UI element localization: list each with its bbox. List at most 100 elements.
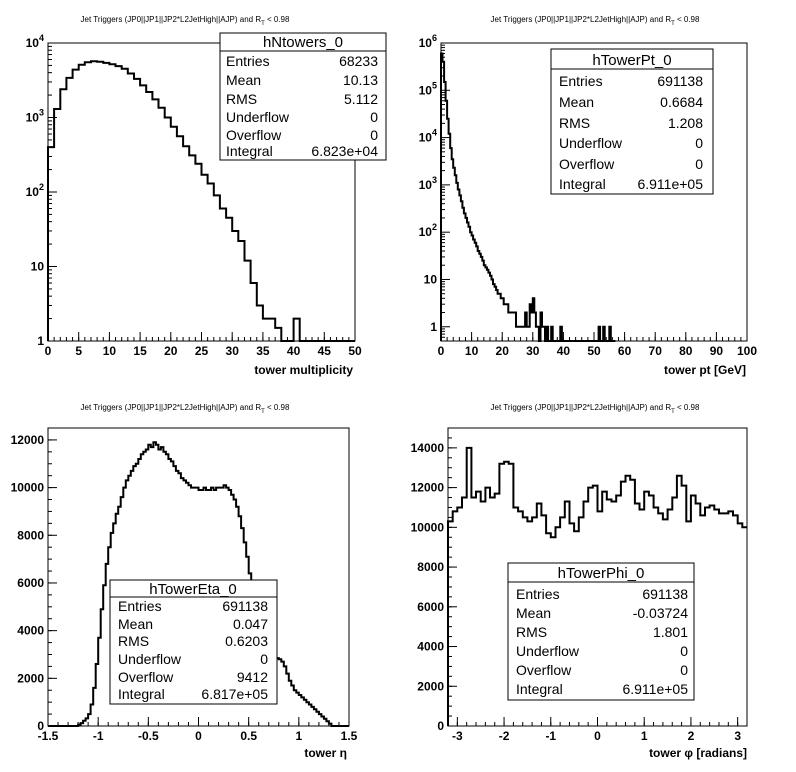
stats-box-frame (109, 579, 278, 705)
panel-towerpt: Jet Triggers (JP0||JP1||JP2*L2JetHigh||A… (419, 15, 758, 377)
stats-box-frame (219, 32, 387, 161)
x-tick-label: -1 (93, 729, 104, 743)
stats-box: hNtowers_0 Entries 68233 Mean 10.13 RMS … (219, 32, 387, 161)
x-tick-label: 50 (348, 344, 362, 358)
stat-label: Mean (118, 616, 153, 632)
stat-label: RMS (559, 115, 590, 131)
x-tick-label: 1 (641, 729, 648, 743)
x-tick-label: 20 (496, 344, 510, 358)
y-tick-label: 8000 (17, 528, 44, 542)
stat-value: 691138 (657, 73, 703, 89)
y-tick-label: 10000 (11, 481, 45, 495)
y-tick-label: 14000 (411, 441, 445, 455)
y-tick-label: 0 (37, 719, 44, 733)
stat-value: 5.112 (344, 91, 378, 107)
stat-value: 691138 (222, 598, 268, 614)
x-tick-label: 70 (649, 344, 663, 358)
stat-value: 0 (370, 109, 378, 125)
y-tick-label: 1 (430, 320, 437, 334)
x-tick-label: 30 (226, 344, 240, 358)
stat-label: Integral (118, 686, 165, 702)
stat-label: RMS (226, 91, 257, 107)
x-axis-title: tower multiplicity (254, 363, 353, 377)
x-tick-label: 100 (737, 344, 757, 358)
y-tick-label: 12000 (411, 481, 445, 495)
x-tick-label: 0 (594, 729, 601, 743)
x-axis-title: tower η (304, 746, 347, 760)
x-tick-label: 1 (295, 729, 302, 743)
y-tick-label: 6000 (17, 576, 44, 590)
plot-title: Jet Triggers (JP0||JP1||JP2*L2JetHigh||A… (491, 15, 700, 27)
x-axis-title: tower φ [radians] (649, 746, 747, 760)
x-tick-label: -0.5 (138, 729, 159, 743)
axes: -3 -2 -1 0 1 2 3 0 2000 4000 6000 8000 10000 12000 140… (411, 427, 748, 743)
stat-label: Entries (516, 586, 560, 602)
plot-title: Jet Triggers (JP0||JP1||JP2*L2JetHigh||A… (81, 15, 290, 27)
stat-value: 68233 (339, 53, 378, 69)
y-tick-label: 2000 (17, 671, 44, 685)
y-tick-label: 10000 (411, 520, 445, 534)
stat-value: 6.817e+05 (201, 686, 268, 702)
stat-label: Underflow (516, 643, 580, 659)
y-tick-label: 12000 (11, 433, 45, 447)
y-tick-label: 103 (419, 175, 437, 192)
y-tick-label: 104 (26, 33, 44, 50)
plot-title: Jet Triggers (JP0||JP1||JP2*L2JetHigh||A… (81, 403, 290, 415)
y-tick-label: 102 (26, 182, 44, 199)
stat-label: Integral (516, 681, 563, 697)
x-tick-label: 50 (587, 344, 601, 358)
stat-value: 6.911e+05 (637, 176, 703, 192)
x-tick-label: 0.5 (240, 729, 257, 743)
plot-title: Jet Triggers (JP0||JP1||JP2*L2JetHigh||A… (491, 403, 700, 415)
panel-towerphi: Jet Triggers (JP0||JP1||JP2*L2JetHigh||A… (411, 403, 748, 760)
panel-ntowers: Jet Triggers (JP0||JP1||JP2*L2JetHigh||A… (26, 15, 387, 377)
stat-label: RMS (516, 624, 547, 640)
stat-value: 0 (680, 643, 688, 659)
stats-title: hTowerEta_0 (149, 581, 237, 598)
x-tick-label: 0 (195, 729, 202, 743)
stat-label: Overflow (516, 662, 572, 678)
stat-value: 0 (370, 127, 378, 143)
histogram-line (47, 60, 355, 342)
stat-label: Overflow (118, 669, 174, 685)
stats-box-frame (550, 48, 714, 195)
histogram-line (48, 441, 349, 727)
x-tick-label: 90 (710, 344, 724, 358)
stats-box-frame (507, 562, 695, 701)
y-tick-label: 103 (26, 108, 44, 125)
stats-box: hTowerPt_0 Entries 691138 Mean 0.6684 RM… (550, 48, 714, 195)
x-tick-label: 10 (465, 344, 479, 358)
x-tick-label: 10 (103, 344, 117, 358)
stat-label: Integral (559, 176, 606, 192)
stat-value: 0 (680, 662, 688, 678)
stat-value: 0 (695, 156, 703, 172)
x-tick-label: 35 (256, 344, 270, 358)
stat-value: 6.823e+04 (311, 143, 378, 159)
stat-value: 0.6203 (225, 633, 268, 649)
stats-box: hTowerPhi_0 Entries 691138 Mean -0.03724… (507, 562, 695, 701)
x-tick-label: 40 (287, 344, 301, 358)
x-tick-label: 0 (438, 344, 445, 358)
stat-value: 691138 (642, 586, 688, 602)
stat-value: 10.13 (343, 72, 378, 88)
y-tick-label: 2000 (417, 679, 444, 693)
stat-label: Overflow (559, 156, 615, 172)
stats-title: hTowerPhi_0 (558, 565, 645, 582)
x-tick-label: 1.5 (341, 729, 358, 743)
stat-value: 0 (695, 135, 703, 151)
stat-value: 1.208 (668, 115, 703, 131)
x-tick-label: 30 (526, 344, 540, 358)
x-tick-label: 15 (133, 344, 147, 358)
stat-label: Mean (559, 94, 594, 110)
x-tick-label: 45 (318, 344, 332, 358)
y-tick-label: 106 (419, 33, 437, 50)
x-tick-label: 2 (688, 729, 695, 743)
y-tick-label: 102 (419, 222, 437, 239)
stats-box: hTowerEta_0 Entries 691138 Mean 0.047 RM… (109, 579, 278, 705)
stats-title: hNtowers_0 (263, 34, 343, 51)
x-axis-title: tower pt [GeV] (664, 363, 746, 377)
stat-value: 0.6684 (660, 94, 703, 110)
histogram-line (440, 52, 616, 342)
x-tick-label: 40 (557, 344, 571, 358)
